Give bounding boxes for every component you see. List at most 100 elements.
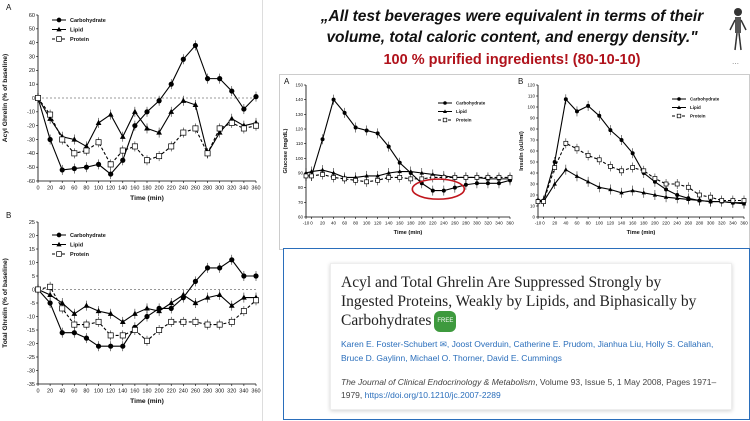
series-line-lipid	[538, 168, 745, 205]
y-tick-label: -5	[30, 301, 35, 307]
y-tick-label: 60	[29, 13, 35, 19]
data-point-protein	[240, 125, 247, 132]
data-point-carbohydrate	[83, 335, 90, 341]
x-tick-label: 260	[191, 389, 200, 395]
data-point-protein	[156, 153, 163, 160]
y-tick-label: 50	[29, 27, 35, 33]
data-point-lipid	[574, 173, 580, 178]
legend-label: Protein	[690, 114, 706, 119]
data-point-carbohydrate	[463, 182, 468, 187]
data-point-carbohydrate	[619, 138, 624, 142]
x-tick-label: 0	[542, 221, 545, 226]
y-tick-label: 70	[530, 138, 536, 143]
data-point-lipid	[107, 111, 114, 117]
y-tick-label: -30	[27, 368, 35, 374]
data-point-protein	[674, 181, 680, 187]
legend-marker	[56, 36, 62, 42]
data-point-protein	[107, 161, 114, 168]
legend-marker	[56, 241, 62, 247]
x-tick-label: 240	[179, 186, 188, 192]
data-point-protein	[697, 192, 702, 198]
x-tick-label: 240	[440, 221, 448, 226]
paper-title[interactable]: Acyl and Total Ghrelin Are Suppressed St…	[341, 273, 711, 332]
data-point-lipid	[180, 97, 187, 103]
legend-label: Lipid	[456, 109, 467, 114]
data-point-protein	[474, 175, 480, 180]
data-point-protein	[119, 147, 126, 154]
ghrelin-panel: A -60 -50 -40 -30 -20 -10 0 10 20 30 40 50 60 0 20 40 60 8…	[0, 0, 263, 421]
y-tick-label: -25	[27, 355, 35, 361]
data-point-protein	[641, 168, 647, 174]
data-point-carbohydrate	[108, 343, 114, 349]
data-point-carbohydrate	[253, 273, 259, 279]
x-tick-label: 60	[71, 186, 77, 192]
data-point-carbohydrate	[192, 278, 199, 284]
data-point-protein	[485, 175, 491, 180]
data-point-protein	[375, 177, 381, 183]
data-point-lipid	[630, 188, 635, 193]
data-point-carbohydrate	[397, 160, 402, 165]
data-point-protein	[131, 143, 138, 150]
legend-marker	[676, 113, 682, 119]
paper-title-text[interactable]: Acyl and Total Ghrelin Are Suppressed St…	[341, 274, 697, 330]
data-point-carbohydrate	[217, 76, 223, 82]
data-point-protein	[71, 321, 78, 328]
x-tick-label: 180	[640, 221, 648, 226]
data-point-protein	[204, 321, 211, 328]
y-tick-label: 40	[29, 41, 35, 47]
data-point-protein	[585, 153, 591, 158]
data-point-carbohydrate	[204, 76, 211, 82]
x-tick-label: -10	[303, 221, 310, 226]
x-axis-label: Time (min)	[627, 230, 656, 236]
legend-label: Protein	[70, 37, 90, 43]
x-tick-label: -10	[535, 221, 542, 226]
citation-details: , Volume 93, Issue 5, 1 May 2008, Pages …	[341, 377, 717, 400]
y-tick-label: 20	[29, 233, 35, 239]
x-tick-label: 140	[618, 221, 626, 226]
data-point-protein	[192, 125, 199, 132]
data-point-protein	[240, 308, 247, 315]
data-point-protein	[216, 125, 223, 132]
paper-authors[interactable]: Karen E. Foster-Schubert ✉, Joost Overdu…	[341, 339, 714, 363]
x-tick-label: 20	[320, 221, 326, 226]
data-point-protein	[574, 146, 580, 152]
data-point-lipid	[674, 195, 680, 200]
y-tick-label: 25	[29, 220, 35, 226]
x-tick-label: 300	[707, 221, 715, 226]
data-point-protein	[541, 199, 546, 204]
data-point-carbohydrate	[120, 157, 126, 163]
x-tick-label: 200	[418, 221, 426, 226]
series-line-protein	[538, 142, 744, 203]
legend-marker	[443, 109, 447, 113]
data-point-protein	[71, 150, 78, 157]
data-point-protein	[180, 129, 187, 136]
data-point-protein	[107, 332, 114, 339]
y-tick-label: -35	[27, 382, 35, 388]
x-tick-label: 180	[142, 186, 151, 192]
doi-link[interactable]: https://doi.org/10.1210/jc.2007-2289	[364, 390, 501, 400]
data-point-carbohydrate	[353, 125, 358, 130]
legend-marker	[56, 26, 62, 32]
y-tick-label: 5	[32, 274, 35, 280]
x-tick-label: 0	[310, 221, 313, 226]
legend-marker	[442, 117, 448, 123]
x-tick-label: 20	[552, 221, 558, 226]
data-point-lipid	[156, 307, 162, 314]
y-tick-label: 60	[298, 215, 304, 220]
data-point-protein	[309, 173, 314, 179]
journal-name[interactable]: The Journal of Clinical Endocrinology & …	[341, 377, 536, 387]
data-point-lipid	[241, 294, 247, 300]
y-tick-label: 0	[32, 96, 35, 102]
data-point-carbohydrate	[331, 97, 336, 102]
data-point-lipid	[156, 129, 162, 135]
x-tick-label: 260	[451, 221, 459, 226]
x-tick-label: 0	[36, 389, 39, 395]
x-tick-label: 160	[396, 221, 404, 226]
x-tick-label: 120	[106, 186, 115, 192]
panel-label: B	[6, 211, 11, 220]
panel-label: B	[518, 77, 523, 86]
y-tick-label: -60	[27, 179, 35, 185]
x-tick-label: 300	[215, 186, 224, 192]
y-tick-label: 60	[530, 149, 536, 154]
data-point-protein	[730, 198, 736, 203]
